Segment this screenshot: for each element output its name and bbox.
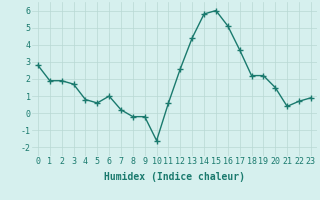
X-axis label: Humidex (Indice chaleur): Humidex (Indice chaleur) xyxy=(104,172,245,182)
